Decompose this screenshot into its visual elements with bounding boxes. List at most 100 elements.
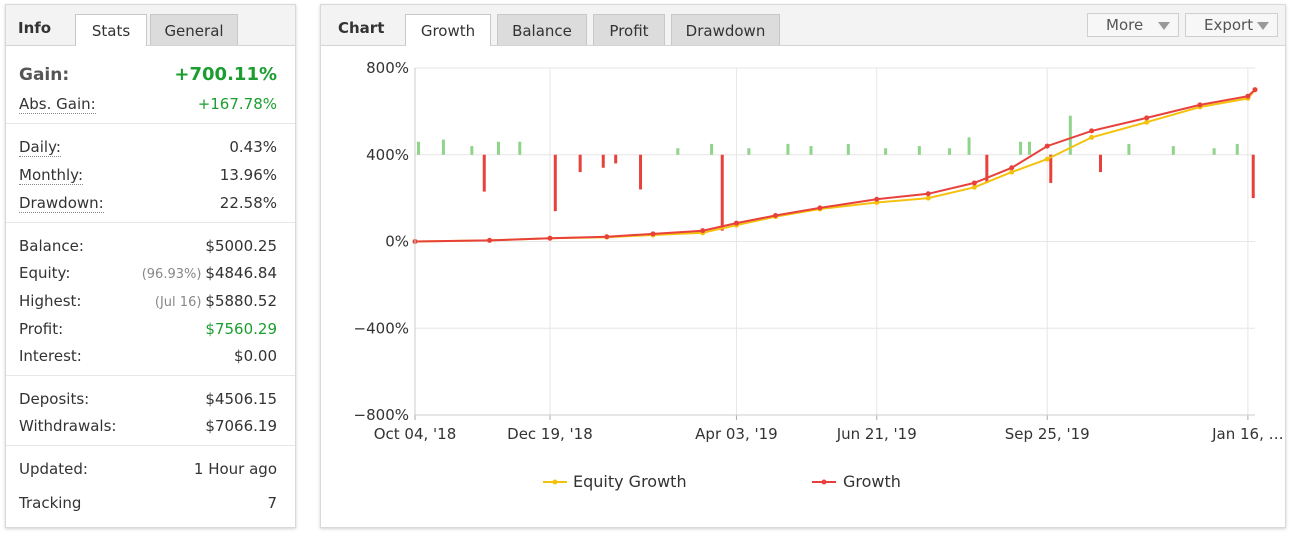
equity-value: $4846.84 [205,264,277,282]
legend-equity-label[interactable]: Equity Growth [573,472,687,491]
export-dropdown[interactable]: Export [1185,13,1278,37]
x-tick-label: Jun 21, '19 [836,425,917,443]
gain-label: Gain: [19,65,70,85]
highest-label: Highest: [19,292,82,310]
deposits-label: Deposits: [19,390,90,408]
chart-tabbar: Chart Growth Balance Profit Drawdown Mor… [321,5,1285,46]
growth-point [1144,115,1150,121]
daily-label[interactable]: Daily: [19,138,61,157]
abs-gain-value: +167.78% [197,95,277,113]
daily-bar [417,141,421,155]
highest-date: (Jul 16) [154,295,202,310]
chevron-down-icon [1158,22,1170,30]
equity-growth-point [925,195,931,201]
daily-bar [967,137,971,155]
tab-general[interactable]: General [150,14,238,45]
daily-bar [720,154,724,231]
x-tick-label: Dec 19, '18 [507,425,593,443]
tab-profit[interactable]: Profit [593,14,665,45]
growth-chart[interactable]: 800% 400% 0% −400% −800%Oct 04, '18 Dec 19, '… [321,46,1283,525]
daily-bar [710,143,714,155]
chart-legend[interactable]: Equity Growth Growth [543,472,901,491]
legend-growth-label[interactable]: Growth [843,472,901,491]
growth-point [874,196,880,202]
daily-bar [985,154,989,183]
drawdown-label[interactable]: Drawdown: [19,194,104,213]
daily-bar [553,154,557,212]
growth-point [604,234,610,240]
abs-gain-label[interactable]: Abs. Gain: [19,95,96,114]
profit-label: Profit: [19,320,64,338]
info-tabbar: Info Stats General [6,5,295,46]
tab-drawdown[interactable]: Drawdown [671,14,780,45]
equity-label: Equity: [19,264,71,282]
growth-point [733,220,739,226]
daily-bar [809,146,813,155]
x-tick-label: Sep 25, '19 [1005,425,1090,443]
withdrawals-label: Withdrawals: [19,417,117,435]
growth-point [1197,102,1203,108]
daily-bar [948,148,952,155]
monthly-value: 13.96% [219,166,277,184]
tracking-value: 7 [267,494,277,512]
daily-value: 0.43% [229,138,277,156]
daily-bar [747,148,751,155]
growth-point [650,231,656,237]
daily-bar [1212,148,1216,155]
daily-bar [846,143,850,155]
more-label: More [1106,16,1144,34]
growth-point [1245,93,1251,99]
y-tick-label: −400% [354,319,409,337]
tab-stats[interactable]: Stats [75,14,147,46]
updated-value: 1 Hour ago [193,460,277,478]
equity-growth-point [1089,134,1095,140]
balance-label: Balance: [19,237,84,255]
daily-bar [676,148,680,155]
equity-percent: (96.93%) [141,267,202,282]
more-dropdown[interactable]: More [1087,13,1179,37]
daily-bar [639,154,643,190]
equity-growth-point [971,184,977,190]
profit-value: $7560.29 [205,320,277,338]
updated-label: Updated: [19,460,88,478]
daily-bar [578,154,582,173]
growth-point [971,180,977,186]
updated-row: Updated: 1 Hour ago [19,460,277,480]
divider [6,445,295,446]
info-title: Info [18,19,52,37]
chart-grid [414,67,1255,416]
growth-point [817,205,823,211]
info-panel: Info Stats General Gain: +700.11% Abs. G… [5,4,296,528]
y-tick-label: 400% [366,146,409,164]
daily-bar [1235,143,1239,155]
gain-row: Gain: +700.11% [19,66,277,86]
daily-bar [518,141,522,155]
daily-bar [614,154,618,164]
growth-point [1252,87,1258,93]
growth-line [414,88,1256,243]
daily-bar [1251,154,1255,199]
profit-row: Profit: $7560.29 [19,320,277,340]
daily-bar [1049,154,1053,183]
highest-value-wrap: (Jul 16) $5880.52 [155,292,277,312]
tab-balance[interactable]: Balance [497,14,587,45]
highest-value: $5880.52 [205,292,277,310]
growth-point [773,212,779,218]
x-tick-label: Oct 04, '18 [374,425,457,443]
chart-panel: Chart Growth Balance Profit Drawdown Mor… [320,4,1286,528]
daily-bar [786,143,790,155]
withdrawals-value: $7066.19 [205,417,277,435]
daily-bar [496,141,500,155]
divider [6,222,295,223]
interest-row: Interest: $0.00 [19,347,277,367]
monthly-label[interactable]: Monthly: [19,166,84,185]
balance-row: Balance: $5000.25 [19,237,277,257]
x-tick-label: Jan 16, … [1211,425,1283,443]
balance-value: $5000.25 [205,237,277,255]
growth-point [1044,143,1050,149]
daily-row: Daily: 0.43% [19,138,277,158]
tab-growth[interactable]: Growth [405,14,491,46]
daily-bar [1068,115,1072,155]
y-tick-label: 0% [385,233,409,251]
daily-bar [441,139,445,155]
